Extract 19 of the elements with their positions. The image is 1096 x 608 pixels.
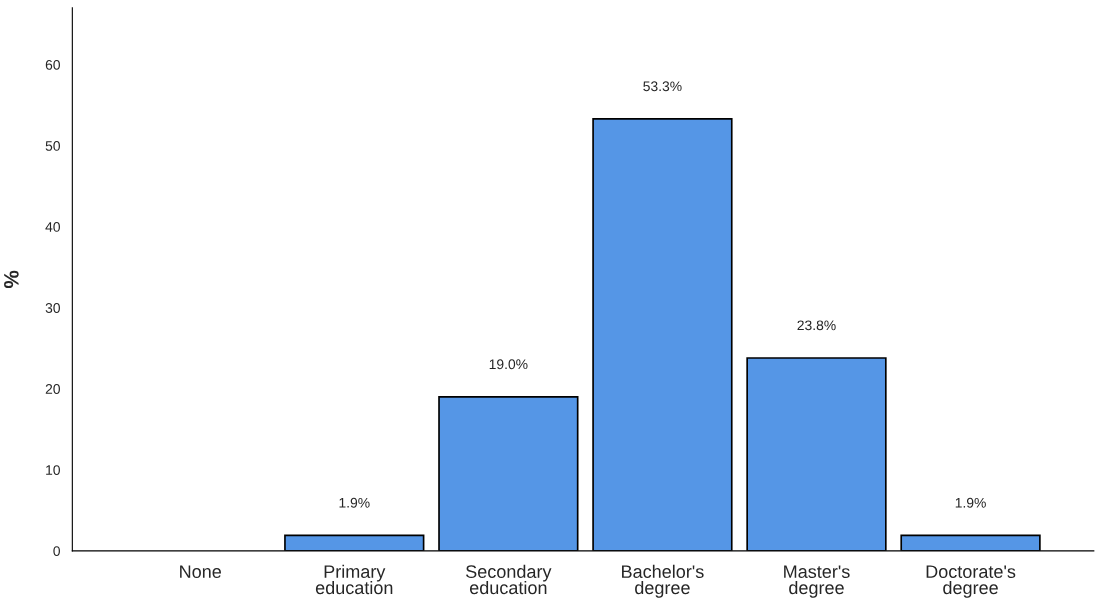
data-label: 23.8% (797, 320, 836, 331)
y-axis-title: % (4, 270, 19, 289)
x-tick-label: None (180, 565, 221, 578)
data-label: 53.3% (643, 81, 682, 92)
x-tick-label: Master's degree (784, 565, 850, 598)
data-label: 1.9% (339, 497, 370, 508)
y-tick-label: 50 (45, 141, 60, 151)
x-tick-label: Primary education (315, 564, 393, 595)
x-tick-label: Secondary education (466, 564, 552, 595)
x-tick-label: Doctorate's degree (926, 565, 1016, 598)
y-tick-label: 60 (45, 59, 60, 70)
data-label: 1.9% (955, 497, 986, 508)
y-tick-label: 0 (53, 546, 60, 557)
data-label: 19.0% (489, 359, 528, 370)
y-tick-label: 10 (46, 465, 60, 475)
y-tick-label: 40 (45, 222, 60, 232)
y-tick-label: 20 (45, 384, 60, 394)
x-tick-label: Bachelor's degree (622, 564, 704, 598)
y-tick-label: 30 (45, 303, 60, 313)
